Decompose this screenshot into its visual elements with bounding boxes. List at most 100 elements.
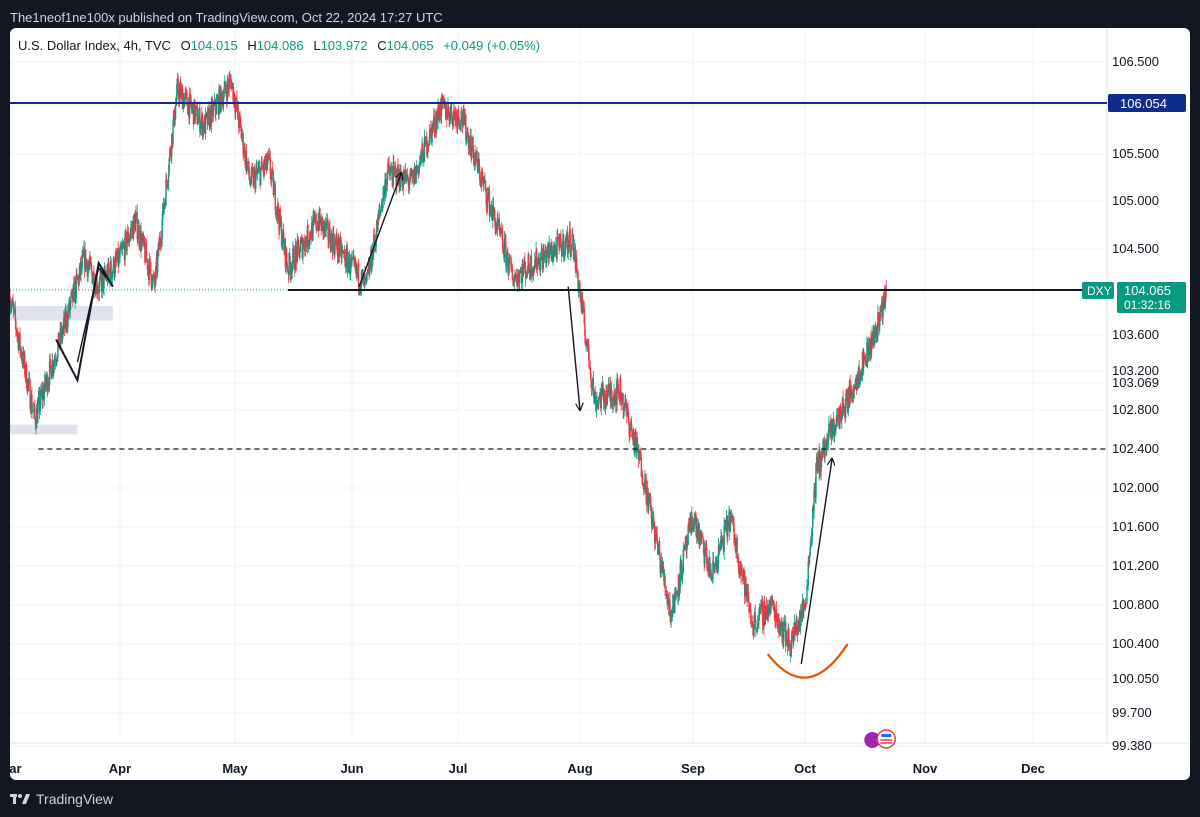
candle-body: [281, 243, 283, 246]
candle-body: [440, 96, 443, 117]
candle-body: [498, 219, 501, 230]
candle-body: [124, 232, 126, 261]
candle: [443, 94, 445, 103]
candle-body: [618, 391, 620, 399]
candle-body: [808, 555, 811, 564]
candle: [627, 402, 629, 414]
candle-body: [616, 378, 618, 405]
candle: [770, 595, 773, 609]
candle-body: [44, 375, 47, 387]
candle: [386, 170, 389, 192]
open-value: 104.015: [190, 38, 238, 53]
candle-body: [437, 106, 440, 115]
candle: [546, 245, 548, 263]
candle-body: [107, 262, 109, 282]
candle-body: [564, 238, 567, 248]
chart-panel[interactable]: 106.500 105.500 105.000 104.500 103.600 103.2…: [10, 28, 1190, 780]
candle-body: [731, 516, 733, 520]
candle: [28, 371, 30, 392]
price-tick-label: 101.200: [1112, 558, 1159, 573]
candle-body: [195, 106, 197, 110]
candle: [195, 105, 197, 117]
candle-body: [84, 249, 87, 269]
candle: [89, 255, 92, 263]
candle-body: [229, 77, 232, 81]
candle-body: [790, 642, 793, 656]
low-value: 103.972: [320, 38, 368, 53]
candle-body: [786, 638, 788, 645]
candle: [56, 356, 59, 363]
candle-body: [50, 366, 53, 379]
price-tick-label: 100.400: [1112, 636, 1159, 651]
candle-body: [427, 145, 429, 152]
candle-body: [675, 593, 677, 599]
candle-body: [640, 458, 643, 477]
candle-body: [48, 361, 51, 386]
candle-body: [558, 234, 561, 248]
candle-body: [184, 93, 186, 99]
candle-body: [747, 591, 750, 602]
candle: [607, 384, 609, 399]
candle-body: [436, 113, 438, 131]
candle: [729, 510, 732, 533]
candle: [368, 257, 371, 277]
candle-body: [701, 534, 704, 537]
candle: [367, 268, 369, 275]
candle-body: [118, 254, 120, 266]
candle: [418, 162, 420, 177]
candle-body: [686, 541, 688, 551]
candle-body: [640, 451, 642, 459]
candle-body: [279, 209, 281, 224]
candle: [383, 184, 386, 205]
candle-body: [12, 305, 15, 310]
candle: [204, 107, 207, 140]
candle-body: [775, 609, 778, 617]
candle: [440, 93, 443, 125]
candle-body: [245, 151, 248, 171]
candle-body: [215, 100, 218, 114]
candle-body: [155, 266, 157, 284]
candle-body: [251, 168, 253, 171]
candle: [163, 205, 165, 216]
candle-body: [559, 234, 562, 238]
candle-body: [319, 209, 321, 224]
candle-body: [451, 117, 453, 119]
candle: [15, 328, 18, 337]
candle: [207, 107, 209, 126]
candle-body: [108, 262, 110, 271]
price-chart[interactable]: 106.500105.500105.000104.500103.600103.2…: [10, 28, 1190, 780]
candle: [614, 394, 616, 413]
candle: [480, 168, 483, 192]
candle-body: [268, 153, 271, 158]
symbol-tag-label: DXY: [1087, 284, 1112, 298]
candle-body: [733, 542, 736, 544]
candle-body: [269, 157, 271, 175]
candle-body: [536, 250, 538, 270]
candle: [652, 511, 655, 528]
candle-body: [309, 231, 312, 238]
candle: [433, 108, 436, 138]
candle-body: [809, 547, 811, 556]
candle-body: [62, 325, 64, 333]
candle-body: [305, 237, 307, 242]
candle-body: [717, 563, 719, 571]
tradingview-logo[interactable]: TradingView: [10, 791, 113, 807]
candle-body: [536, 265, 539, 270]
candle: [292, 240, 294, 271]
candle-body: [257, 169, 259, 173]
candle-body: [134, 216, 137, 232]
candle-body: [101, 273, 103, 292]
candle-body: [365, 277, 367, 279]
candle-body: [72, 285, 74, 301]
candle-body: [804, 603, 807, 608]
candle: [456, 119, 459, 135]
candle-body: [528, 254, 530, 269]
candle-body: [736, 538, 738, 559]
candle: [126, 242, 128, 256]
candle-body: [137, 235, 139, 240]
candle-body: [207, 108, 209, 125]
candle-body: [423, 161, 425, 163]
candle-body: [669, 599, 671, 617]
candle-body: [432, 123, 434, 129]
candle-body: [115, 254, 118, 260]
